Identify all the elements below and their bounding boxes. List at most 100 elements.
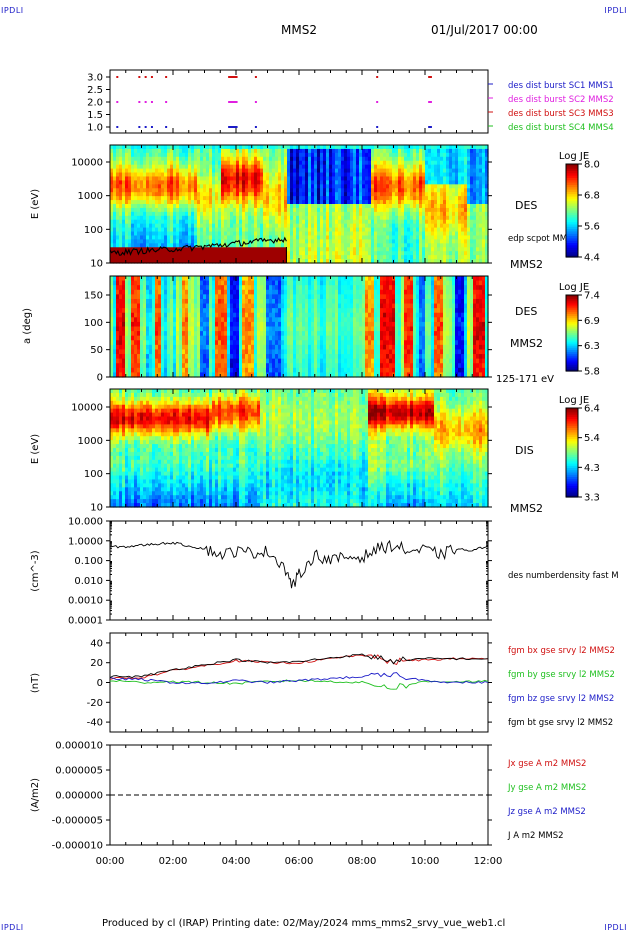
des-energy-spectrogram-cell bbox=[425, 255, 429, 260]
des-energy-spectrogram-cell bbox=[311, 176, 315, 181]
des-energy-spectrogram-cell bbox=[311, 259, 315, 264]
des-energy-spectrogram-cell bbox=[119, 235, 123, 240]
des-energy-spectrogram-cell bbox=[218, 251, 222, 256]
des-pitch-spectrogram-cell bbox=[236, 317, 240, 323]
des-pitch-spectrogram-cell bbox=[110, 349, 114, 355]
des-energy-spectrogram-cell bbox=[446, 251, 450, 256]
des-energy-spectrogram-cell bbox=[449, 145, 453, 150]
des-pitch-spectrogram-cell bbox=[146, 367, 150, 374]
des-energy-spectrogram-cell bbox=[197, 196, 201, 201]
des-pitch-spectrogram-cell bbox=[170, 349, 174, 355]
des-pitch-spectrogram-cell bbox=[143, 372, 147, 378]
des-energy-spectrogram-cell bbox=[347, 148, 351, 154]
des-pitch-spectrogram-cell bbox=[140, 303, 144, 309]
des-energy-spectrogram-cell bbox=[188, 156, 192, 162]
des-energy-spectrogram-cell bbox=[290, 196, 294, 201]
des-energy-spectrogram-cell bbox=[257, 148, 261, 154]
des-energy-spectrogram-cell bbox=[131, 148, 135, 154]
des-pitch-spectrogram-cell bbox=[218, 317, 222, 323]
des-energy-spectrogram-cell bbox=[443, 196, 447, 201]
des-pitch-spectrogram-cell bbox=[110, 372, 114, 378]
des-energy-spectrogram-cell bbox=[476, 164, 480, 170]
des-energy-spectrogram-cell bbox=[281, 160, 285, 166]
des-pitch-spectrogram-cell bbox=[131, 340, 135, 346]
des-pitch-spectrogram-cell bbox=[143, 349, 147, 355]
des-energy-spectrogram-cell bbox=[170, 243, 174, 248]
des-energy-spectrogram-cell bbox=[260, 259, 264, 264]
des-pitch-spectrogram-cell bbox=[209, 344, 213, 351]
des-pitch-spectrogram-cell bbox=[173, 363, 177, 369]
des-energy-spectrogram-cell bbox=[236, 247, 240, 252]
des-energy-spectrogram-cell bbox=[281, 184, 285, 189]
des-pitch-spectrogram-cell bbox=[158, 308, 162, 314]
des-energy-spectrogram-cell bbox=[140, 152, 144, 158]
des-energy-spectrogram-cell bbox=[191, 200, 195, 205]
des-energy-spectrogram-cell bbox=[191, 196, 195, 201]
des-pitch-spectrogram-cell bbox=[137, 331, 141, 337]
des-energy-spectrogram-cell bbox=[230, 251, 234, 256]
des-energy-spectrogram-cell bbox=[278, 164, 282, 170]
des-energy-spectrogram-cell bbox=[179, 204, 183, 209]
des-energy-spectrogram-cell bbox=[266, 211, 270, 217]
des-energy-spectrogram-cell bbox=[437, 223, 441, 229]
des-energy-spectrogram-cell bbox=[155, 207, 159, 213]
des-pitch-spectrogram-cell bbox=[188, 289, 192, 295]
des-energy-spectrogram-cell bbox=[473, 243, 477, 248]
des-pitch-spectrogram-cell bbox=[230, 349, 234, 355]
des-pitch-spectrogram-cell bbox=[152, 276, 156, 282]
des-energy-spectrogram-cell bbox=[179, 196, 183, 201]
des-pitch-spectrogram-cell bbox=[155, 354, 159, 360]
des-energy-spectrogram-cell bbox=[479, 188, 483, 193]
des-energy-spectrogram-cell bbox=[389, 215, 393, 221]
des-energy-spectrogram-cell bbox=[143, 223, 147, 229]
des-energy-spectrogram-cell bbox=[395, 207, 399, 213]
des-energy-spectrogram-cell bbox=[161, 172, 165, 178]
des-energy-spectrogram-cell bbox=[116, 152, 120, 158]
des-energy-spectrogram-cell bbox=[110, 227, 114, 233]
des-energy-spectrogram-cell bbox=[419, 211, 423, 217]
des-pitch-spectrogram-cell bbox=[191, 308, 195, 314]
des-energy-spectrogram-cell bbox=[305, 148, 309, 154]
des-energy-spectrogram-cell bbox=[452, 192, 456, 197]
des-pitch-spectrogram-cell bbox=[131, 312, 135, 318]
des-energy-spectrogram-cell bbox=[251, 184, 255, 189]
des-energy-spectrogram-cell bbox=[200, 180, 204, 185]
des-pitch-spectrogram-cell bbox=[149, 298, 153, 305]
des-energy-spectrogram-cell bbox=[230, 243, 234, 248]
des-energy-spectrogram-cell bbox=[125, 227, 129, 233]
des-energy-spectrogram-cell bbox=[149, 184, 153, 189]
des-pitch-spectrogram-cell bbox=[239, 331, 243, 337]
des-pitch-spectrogram-cell bbox=[149, 285, 153, 291]
des-energy-spectrogram-cell bbox=[173, 148, 177, 154]
des-energy-spectrogram-cell bbox=[209, 196, 213, 201]
des-energy-spectrogram-cell bbox=[407, 223, 411, 229]
des-energy-spectrogram-cell bbox=[254, 239, 258, 244]
des-energy-spectrogram-cell bbox=[188, 243, 192, 248]
des-energy-spectrogram-cell bbox=[248, 255, 252, 260]
des-energy-spectrogram-cell bbox=[395, 255, 399, 260]
des-pitch-spectrogram-cell bbox=[122, 312, 126, 318]
des-energy-spectrogram-cell bbox=[227, 172, 231, 178]
des-energy-spectrogram-cell bbox=[245, 160, 249, 166]
des-pitch-spectrogram-cell bbox=[173, 294, 177, 300]
des-energy-spectrogram-cell bbox=[371, 215, 375, 221]
des-energy-spectrogram-cell bbox=[275, 180, 279, 185]
des-energy-spectrogram-cell bbox=[383, 192, 387, 197]
des-pitch-spectrogram-cell bbox=[242, 354, 246, 360]
des-energy-spectrogram-cell bbox=[236, 192, 240, 197]
des-energy-spectrogram-cell bbox=[110, 152, 114, 158]
des-energy-spectrogram-cell bbox=[383, 180, 387, 185]
des-energy-spectrogram-cell bbox=[371, 196, 375, 201]
des-energy-spectrogram-cell bbox=[194, 164, 198, 170]
des-energy-spectrogram-cell bbox=[233, 227, 237, 233]
des-energy-spectrogram-cell bbox=[365, 152, 369, 158]
des-pitch-spectrogram-cell bbox=[218, 335, 222, 341]
des-energy-spectrogram-cell bbox=[317, 188, 321, 193]
des-energy-spectrogram-cell bbox=[161, 196, 165, 201]
des-energy-spectrogram-cell bbox=[116, 196, 120, 201]
des-energy-spectrogram-cell bbox=[185, 192, 189, 197]
des-energy-spectrogram-cell bbox=[131, 243, 135, 248]
des-energy-spectrogram-cell bbox=[131, 251, 135, 256]
des-energy-spectrogram-cell bbox=[317, 184, 321, 189]
des-pitch-spectrogram-cell bbox=[218, 312, 222, 318]
